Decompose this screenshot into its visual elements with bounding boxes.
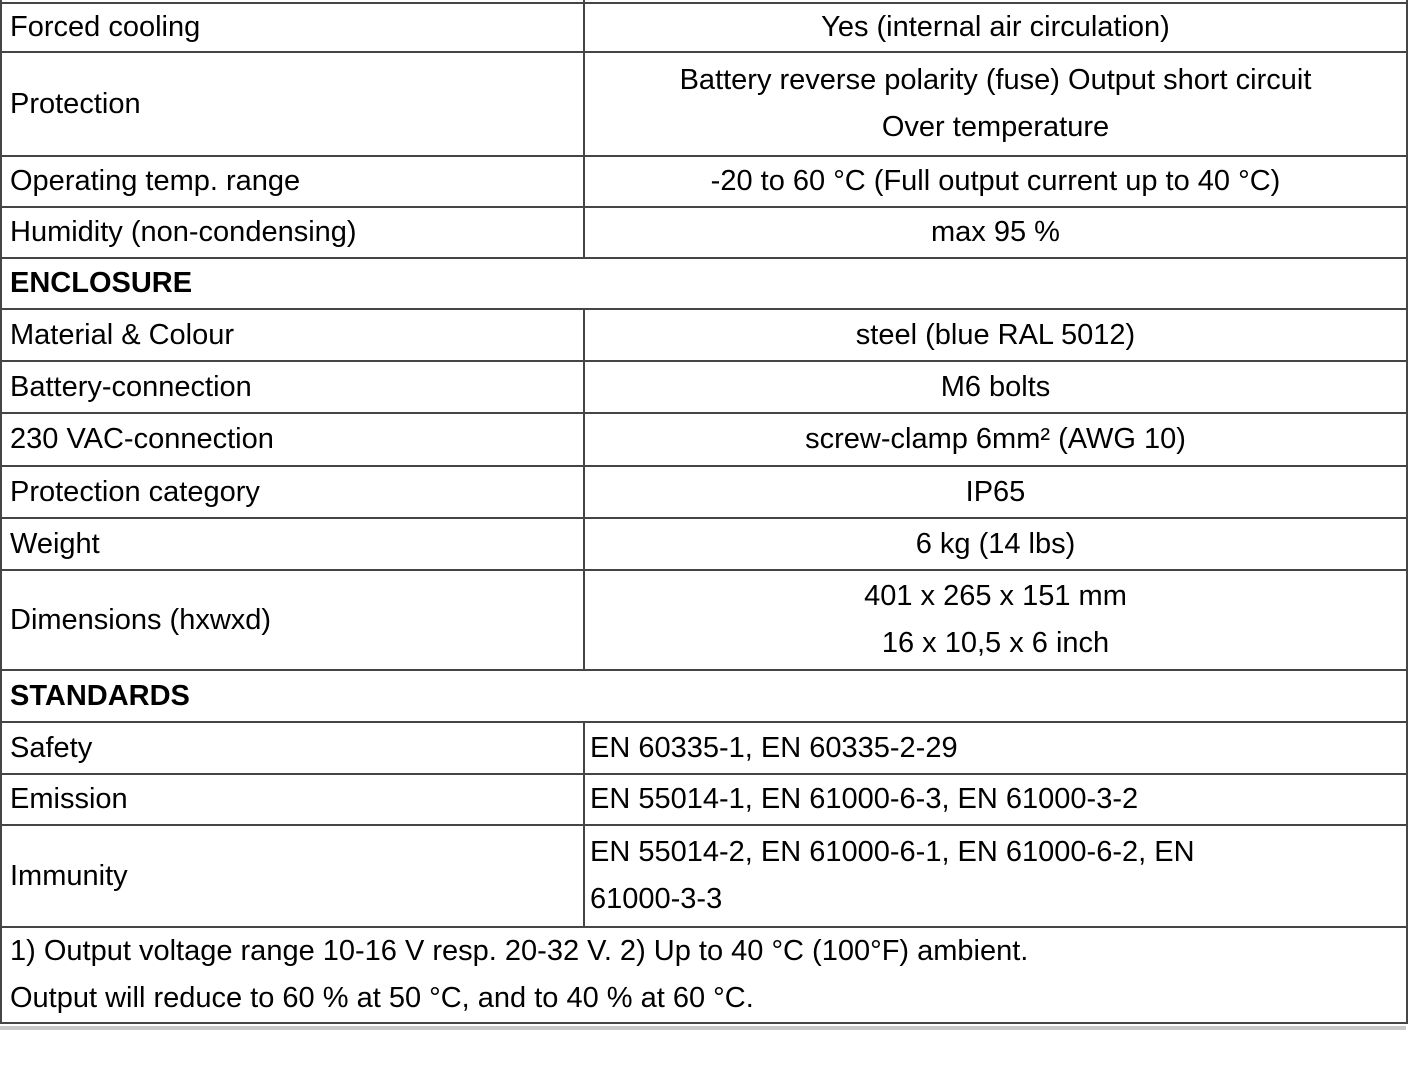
cropped-value-cell — [583, 0, 1408, 4]
spec-row-weight: Weight 6 kg (14 lbs) — [0, 517, 1408, 571]
spec-value: EN 55014-1, EN 61000-6-3, EN 61000-3-2 — [583, 773, 1408, 826]
spec-label: Protection category — [0, 465, 585, 519]
spec-label: Safety — [0, 721, 585, 775]
spec-label: Protection — [0, 51, 585, 157]
spec-label: Humidity (non-condensing) — [0, 206, 585, 259]
cropped-row — [0, 0, 1408, 4]
spec-label: Dimensions (hxwxd) — [0, 569, 585, 671]
spec-row-humidity: Humidity (non-condensing) max 95 % — [0, 206, 1408, 259]
spec-row-emission: Emission EN 55014-1, EN 61000-6-3, EN 61… — [0, 773, 1408, 826]
section-header-standards: STANDARDS — [0, 669, 1408, 723]
table-bottom-shadow — [0, 1026, 1406, 1030]
spec-value: Battery reverse polarity (fuse) Output s… — [583, 51, 1408, 157]
spec-row-battery-connection: Battery-connection M6 bolts — [0, 360, 1408, 414]
spec-row-operating-temp: Operating temp. range -20 to 60 °C (Full… — [0, 155, 1408, 208]
footnote-text: 1) Output voltage range 10-16 V resp. 20… — [0, 926, 1408, 1024]
spec-value: max 95 % — [583, 206, 1408, 259]
spec-value: -20 to 60 °C (Full output current up to … — [583, 155, 1408, 208]
spec-row-dimensions: Dimensions (hxwxd) 401 x 265 x 151 mm 16… — [0, 569, 1408, 671]
spec-value: EN 55014-2, EN 61000-6-1, EN 61000-6-2, … — [583, 824, 1408, 928]
spec-value: 6 kg (14 lbs) — [583, 517, 1408, 571]
spec-value: steel (blue RAL 5012) — [583, 308, 1408, 362]
spec-label: Weight — [0, 517, 585, 571]
spec-label: Forced cooling — [0, 2, 585, 53]
section-title: STANDARDS — [0, 669, 1408, 723]
spec-label: Immunity — [0, 824, 585, 928]
cropped-label-cell — [0, 0, 585, 4]
section-title: ENCLOSURE — [0, 257, 1408, 310]
spec-value: Yes (internal air circulation) — [583, 2, 1408, 53]
spec-row-material-colour: Material & Colour steel (blue RAL 5012) — [0, 308, 1408, 362]
spec-row-protection: Protection Battery reverse polarity (fus… — [0, 51, 1408, 157]
spec-label: Emission — [0, 773, 585, 826]
spec-row-forced-cooling: Forced cooling Yes (internal air circula… — [0, 2, 1408, 53]
section-header-enclosure: ENCLOSURE — [0, 257, 1408, 310]
spec-value: screw-clamp 6mm² (AWG 10) — [583, 412, 1408, 467]
spec-row-immunity: Immunity EN 55014-2, EN 61000-6-1, EN 61… — [0, 824, 1408, 928]
spec-value: EN 60335-1, EN 60335-2-29 — [583, 721, 1408, 775]
spec-row-safety: Safety EN 60335-1, EN 60335-2-29 — [0, 721, 1408, 775]
spec-table: Forced cooling Yes (internal air circula… — [0, 0, 1408, 1024]
spec-row-vac-connection: 230 VAC-connection screw-clamp 6mm² (AWG… — [0, 412, 1408, 467]
spec-label: 230 VAC-connection — [0, 412, 585, 467]
spec-label: Operating temp. range — [0, 155, 585, 208]
spec-value: M6 bolts — [583, 360, 1408, 414]
spec-value: 401 x 265 x 151 mm 16 x 10,5 x 6 inch — [583, 569, 1408, 671]
spec-row-protection-category: Protection category IP65 — [0, 465, 1408, 519]
footnote-row: 1) Output voltage range 10-16 V resp. 20… — [0, 926, 1408, 1024]
spec-value: IP65 — [583, 465, 1408, 519]
spec-label: Material & Colour — [0, 308, 585, 362]
spec-label: Battery-connection — [0, 360, 585, 414]
